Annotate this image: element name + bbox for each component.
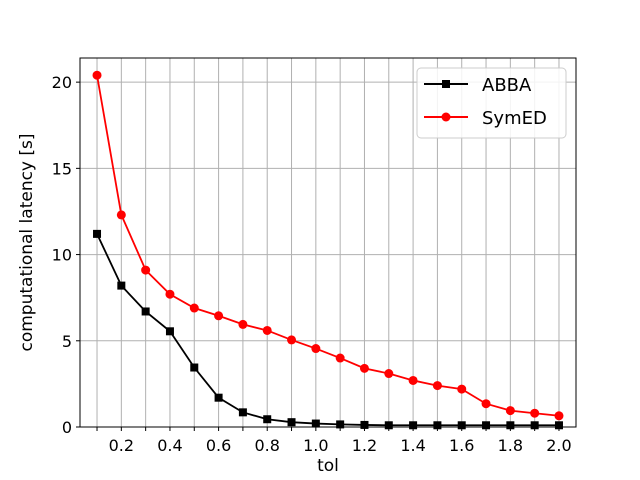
- data-point-abba: [165, 327, 174, 336]
- data-point-symed: [214, 311, 224, 321]
- data-point-symed: [287, 335, 297, 345]
- legend-box: [416, 67, 567, 139]
- data-point-abba: [311, 419, 320, 428]
- data-point-symed: [384, 369, 394, 379]
- data-point-abba: [554, 421, 563, 430]
- data-point-abba: [287, 418, 296, 427]
- data-point-abba: [93, 229, 102, 238]
- series-line-abba: [96, 233, 559, 427]
- data-point-abba: [482, 421, 491, 430]
- legend-symed-marker: [441, 112, 451, 122]
- x-tick-label: 0.6: [206, 436, 231, 455]
- data-point-abba: [409, 421, 418, 430]
- x-tick-label: 1.8: [498, 436, 523, 455]
- x-tick-label: 0.2: [109, 436, 134, 455]
- data-point-symed: [554, 411, 564, 421]
- series-symed: [92, 70, 564, 421]
- data-point-abba: [190, 363, 199, 372]
- data-point-symed: [408, 375, 418, 385]
- data-point-symed: [530, 408, 540, 418]
- data-point-abba: [214, 393, 223, 402]
- data-point-symed: [481, 399, 491, 409]
- x-tick-label: 0.4: [157, 436, 182, 455]
- data-point-abba: [506, 421, 515, 430]
- series-layer: [92, 70, 564, 430]
- plot-frame: [79, 57, 577, 428]
- y-tick-label: 10: [52, 246, 72, 265]
- x-tick-label: 0.8: [254, 436, 279, 455]
- y-tick-label: 5: [62, 332, 72, 351]
- y-tick-label: 15: [52, 159, 72, 178]
- data-point-symed: [505, 406, 515, 416]
- data-point-abba: [117, 281, 126, 290]
- data-point-abba: [384, 421, 393, 430]
- x-tick-label: 1.2: [352, 436, 377, 455]
- data-point-symed: [92, 70, 102, 80]
- data-point-symed: [262, 325, 272, 335]
- x-tick-label: 1.4: [400, 436, 425, 455]
- ticks: 0.2 0.4 0.6 0.8 1.0 1.2 1.4 1.6 1.8 2.0 0 5 10 15 20: [52, 73, 572, 455]
- legend-abba-label: ABBA: [482, 75, 532, 96]
- data-point-abba: [141, 307, 150, 316]
- data-point-abba: [457, 421, 466, 430]
- data-point-abba: [336, 420, 345, 429]
- y-tick-label: 0: [62, 418, 72, 437]
- data-point-symed: [311, 344, 321, 354]
- data-point-symed: [359, 363, 369, 373]
- data-point-abba: [263, 415, 272, 424]
- data-point-abba: [433, 421, 442, 430]
- data-point-symed: [116, 210, 126, 220]
- y-axis-label: computational latency [s]: [17, 133, 37, 351]
- data-point-abba: [238, 408, 247, 417]
- data-point-symed: [457, 384, 467, 394]
- x-tick-label: 2.0: [546, 436, 571, 455]
- series-abba: [93, 229, 563, 430]
- x-tick-label: 1.0: [303, 436, 328, 455]
- data-point-symed: [165, 289, 175, 299]
- data-point-abba: [530, 421, 539, 430]
- legend-abba-marker: [442, 80, 450, 88]
- legend-symed-label: SymED: [482, 108, 547, 129]
- data-point-symed: [238, 319, 248, 329]
- data-point-symed: [335, 353, 345, 363]
- data-point-symed: [432, 381, 442, 391]
- series-line-symed: [96, 75, 560, 417]
- grid: [80, 58, 576, 428]
- y-tick-label: 20: [52, 73, 72, 92]
- data-point-abba: [360, 420, 369, 429]
- legend: ABBA SymED: [416, 67, 567, 139]
- x-axis-label: tol: [317, 456, 339, 476]
- x-tick-label: 1.6: [449, 436, 474, 455]
- data-point-symed: [141, 265, 151, 275]
- data-point-symed: [189, 303, 199, 313]
